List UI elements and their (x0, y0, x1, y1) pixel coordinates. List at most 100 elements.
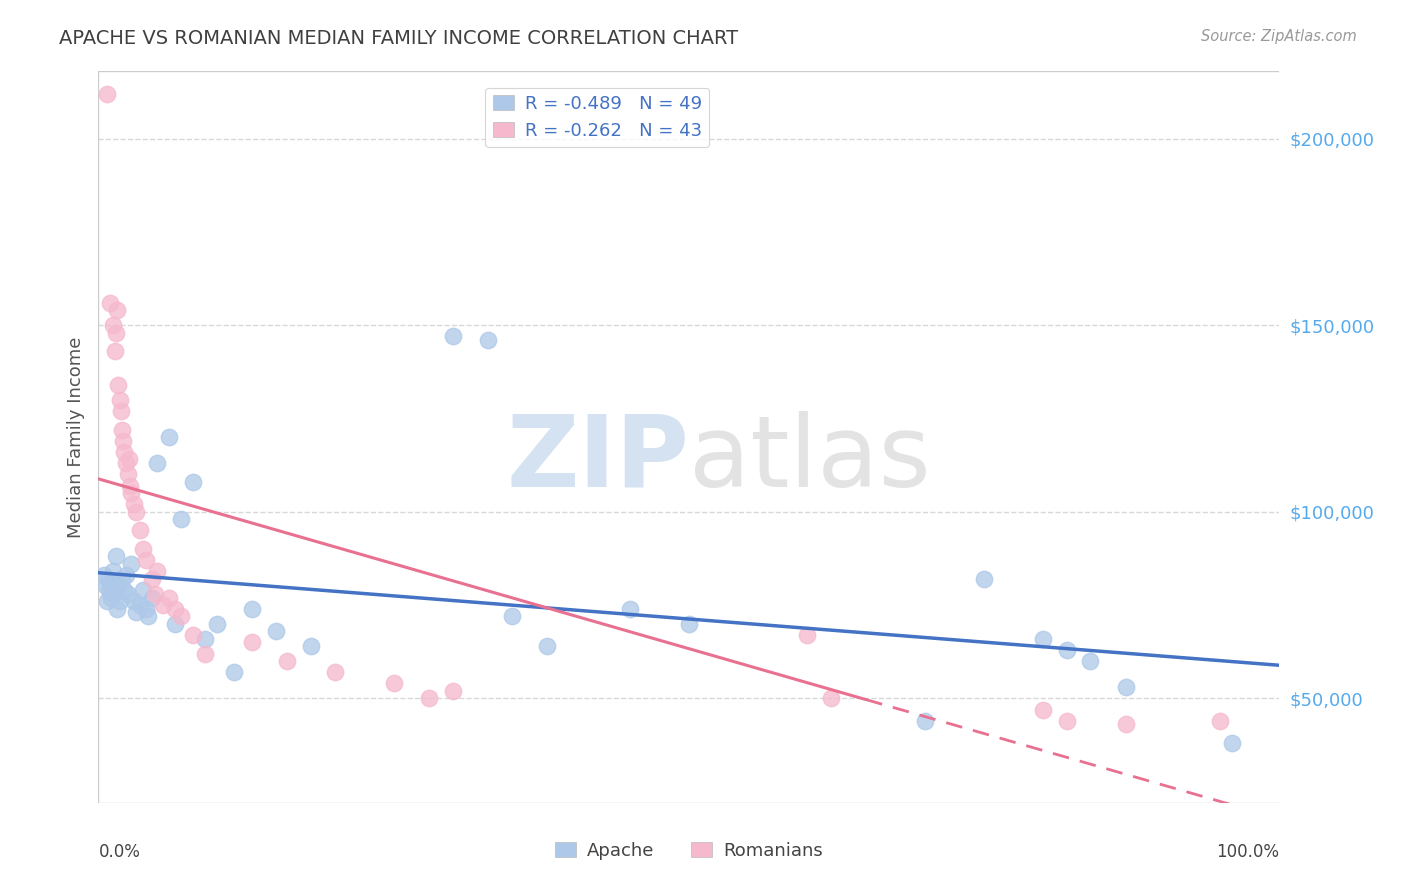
Point (205, 616, 228, 631)
Point (121, 557, 143, 571)
Text: atlas: atlas (689, 410, 931, 508)
Point (97, 572, 120, 586)
Point (135, 553, 157, 567)
Point (1209, 714, 1232, 728)
Point (194, 647, 217, 661)
Point (121, 486, 143, 500)
Point (125, 505, 148, 519)
Text: 0.0%: 0.0% (98, 843, 141, 861)
Point (264, 624, 287, 639)
Point (323, 665, 346, 680)
Y-axis label: Median Family Income: Median Family Income (66, 336, 84, 538)
Point (152, 598, 174, 612)
Point (128, 598, 150, 612)
Point (1056, 714, 1078, 728)
Point (98, 583, 121, 598)
Point (1032, 702, 1054, 716)
Point (914, 714, 936, 728)
Point (240, 601, 263, 615)
Point (128, 524, 150, 538)
Point (132, 542, 155, 557)
Point (96, 87, 118, 101)
Point (820, 691, 842, 706)
Legend: Apache, Romanians: Apache, Romanians (547, 835, 831, 867)
Point (98, 575, 121, 590)
Point (96, 594, 118, 608)
Point (1056, 642, 1078, 657)
Point (181, 628, 204, 642)
Point (122, 594, 145, 608)
Point (165, 616, 187, 631)
Point (165, 601, 187, 615)
Point (477, 333, 499, 347)
Point (120, 478, 142, 492)
Point (112, 434, 135, 448)
Point (111, 423, 134, 437)
Point (110, 404, 132, 418)
Point (94, 579, 117, 593)
Point (1115, 717, 1137, 731)
Point (1115, 680, 1137, 694)
Point (105, 326, 128, 340)
Point (382, 676, 405, 690)
Point (136, 609, 159, 624)
Point (101, 318, 124, 332)
Point (170, 609, 193, 624)
Point (299, 639, 322, 653)
Point (1032, 632, 1054, 646)
Point (501, 609, 523, 624)
Point (536, 639, 558, 653)
Point (143, 587, 166, 601)
Point (112, 583, 135, 598)
Point (108, 594, 131, 608)
Point (108, 392, 131, 407)
Point (98, 295, 121, 310)
Point (441, 329, 464, 343)
Text: Source: ZipAtlas.com: Source: ZipAtlas.com (1201, 29, 1357, 45)
Point (973, 572, 995, 586)
Point (1220, 736, 1243, 750)
Point (619, 601, 641, 615)
Point (118, 452, 141, 467)
Point (93, 568, 115, 582)
Point (112, 445, 135, 459)
Point (141, 591, 163, 605)
Point (105, 549, 128, 564)
Point (114, 568, 136, 582)
Point (100, 591, 122, 605)
Point (135, 601, 157, 615)
Point (117, 467, 139, 482)
Point (194, 632, 217, 646)
Point (105, 601, 128, 615)
Point (441, 683, 464, 698)
Point (146, 456, 169, 470)
Point (111, 572, 134, 586)
Point (107, 377, 129, 392)
Point (141, 572, 163, 586)
Point (125, 606, 148, 620)
Point (181, 475, 204, 489)
Point (146, 565, 169, 579)
Point (122, 497, 145, 511)
Text: 100.0%: 100.0% (1216, 843, 1279, 861)
Point (170, 512, 193, 526)
Point (105, 303, 128, 318)
Point (1080, 654, 1102, 668)
Point (117, 587, 139, 601)
Point (104, 344, 127, 359)
Text: APACHE VS ROMANIAN MEDIAN FAMILY INCOME CORRELATION CHART: APACHE VS ROMANIAN MEDIAN FAMILY INCOME … (59, 29, 738, 48)
Point (224, 665, 246, 680)
Point (157, 430, 180, 444)
Point (418, 691, 440, 706)
Point (157, 591, 180, 605)
Point (103, 587, 125, 601)
Point (107, 579, 129, 593)
Point (796, 628, 818, 642)
Point (114, 456, 136, 470)
Point (276, 654, 298, 668)
Point (101, 565, 124, 579)
Text: ZIP: ZIP (506, 410, 689, 508)
Point (678, 616, 700, 631)
Point (240, 635, 263, 649)
Point (132, 583, 155, 598)
